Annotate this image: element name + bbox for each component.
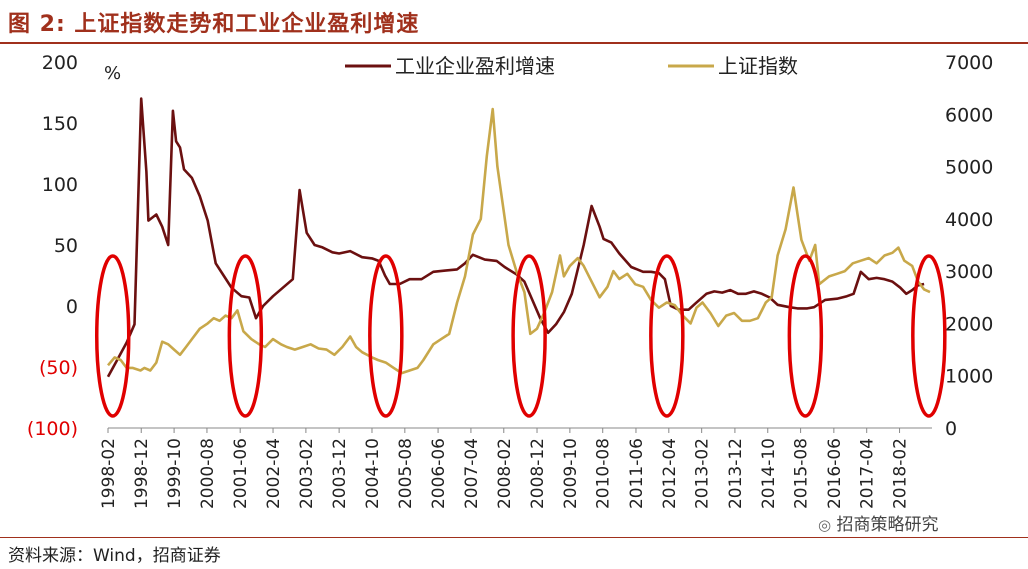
legend: 工业企业盈利增速 上证指数 <box>345 54 798 78</box>
wechat-icon: ◎ <box>818 516 832 534</box>
x-axis-tick-label: 2010-08 <box>594 438 614 509</box>
x-axis-tick-label: 2011-06 <box>627 438 647 509</box>
left-axis-tick-label: 0 <box>66 296 78 318</box>
highlight-ellipse <box>94 254 131 418</box>
x-axis-tick-label: 1998-02 <box>99 438 119 509</box>
x-axis-tick-label: 2013-12 <box>726 438 746 509</box>
left-axis-tick-label: 100 <box>42 174 78 196</box>
axes-layer: 200 150 100 50 0 (50) (100)% 7000 6000 5000 4000 30… <box>27 52 993 509</box>
right-axis-tick-label: 5000 <box>945 157 993 179</box>
legend-label: 上证指数 <box>718 54 798 78</box>
x-axis-tick-label: 2000-08 <box>198 438 218 509</box>
left-axis-unit: % <box>104 63 121 84</box>
x-axis-tick-label: 2008-02 <box>495 438 515 509</box>
highlight-ellipse <box>368 254 404 418</box>
footer-rule <box>0 537 1028 538</box>
x-axis-tick-label: 2006-06 <box>429 438 449 509</box>
right-axis-tick-label: 3000 <box>945 261 993 283</box>
right-axis-tick-label: 6000 <box>945 104 993 126</box>
x-axis-tick-label: 2018-02 <box>891 438 911 509</box>
sse-index-line <box>107 107 931 375</box>
right-axis-tick-label: 7000 <box>945 52 993 74</box>
x-axis-tick-label: 2008-12 <box>528 438 548 509</box>
highlight-ellipse <box>787 254 824 418</box>
x-axis-tick-label: 1999-10 <box>165 438 185 509</box>
x-axis-tick-label: 2013-02 <box>693 438 713 509</box>
series-layer <box>106 97 931 378</box>
x-axis-tick-label: 2016-06 <box>825 438 845 509</box>
highlight-layer <box>94 254 947 418</box>
left-axis-tick-label: 200 <box>42 52 78 74</box>
x-axis-tick-label: 1998-12 <box>132 438 152 509</box>
right-axis-tick-label: 4000 <box>945 209 993 231</box>
source-note: 资料来源：Wind，招商证券 <box>8 546 221 566</box>
watermark-text: 招商策略研究 <box>836 515 939 535</box>
x-axis-tick-label: 2003-12 <box>330 438 350 509</box>
highlight-ellipse <box>911 254 947 418</box>
x-axis-tick-label: 2002-04 <box>264 438 284 509</box>
x-axis-tick-label: 2003-02 <box>297 438 317 509</box>
left-axis-tick-label: 150 <box>42 113 78 135</box>
legend-label: 工业企业盈利增速 <box>395 54 555 78</box>
x-axis-tick-label: 2015-08 <box>792 438 812 509</box>
right-axis-tick-label: 1000 <box>945 366 993 388</box>
x-axis-tick-label: 2012-04 <box>660 438 680 509</box>
highlight-ellipse <box>227 254 264 418</box>
right-axis-tick-label: 0 <box>945 418 957 440</box>
x-axis-tick-label: 2004-10 <box>363 438 383 509</box>
left-axis-tick-label: (50) <box>39 357 78 379</box>
x-axis-tick-label: 2005-08 <box>396 438 416 509</box>
x-axis-tick-label: 2009-10 <box>561 438 581 509</box>
left-axis-tick-label: 50 <box>54 235 78 257</box>
x-axis-tick-label: 2014-10 <box>759 438 779 509</box>
watermark: ◎ 招商策略研究 <box>818 510 939 535</box>
right-axis-tick-label: 2000 <box>945 313 993 335</box>
highlight-ellipse <box>649 254 685 418</box>
title-rule <box>0 42 1028 44</box>
left-axis-tick-label: (100) <box>27 418 78 440</box>
x-axis-tick-label: 2007-04 <box>462 438 482 509</box>
highlight-ellipse <box>511 254 547 418</box>
figure-title: 图 2: 上证指数走势和工业企业盈利增速 <box>8 12 420 37</box>
x-axis-tick-label: 2017-04 <box>858 438 878 509</box>
x-axis-tick-label: 2001-06 <box>231 438 251 509</box>
